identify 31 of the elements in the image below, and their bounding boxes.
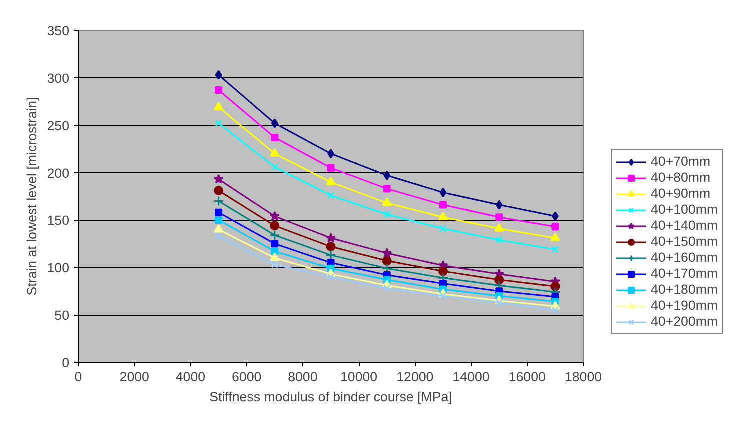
x-tick-label: 12000 [396, 370, 434, 384]
legend-label: 40+100mm [651, 202, 718, 217]
y-axis-title: Strain at lowest level [microstrain] [24, 97, 40, 296]
x-tick-label: 8000 [288, 370, 318, 384]
x-tick-label: 4000 [176, 370, 206, 384]
y-tick-label: 50 [54, 308, 70, 324]
legend-label: 40+140mm [651, 218, 718, 233]
x-tick-label: 14000 [452, 370, 490, 384]
legend-label: 40+70mm [651, 154, 711, 169]
legend-label: 40+200mm [651, 314, 718, 329]
y-tick-label: 150 [47, 213, 70, 228]
y-tick-label: 200 [47, 166, 70, 181]
y-tick-label: 350 [47, 24, 70, 38]
x-tick-label: 18000 [564, 370, 602, 384]
legend-label: 40+80mm [651, 170, 711, 185]
legend-label: 40+90mm [651, 186, 711, 201]
y-tick-label: 0 [62, 356, 70, 370]
legend-label: 40+190mm [651, 298, 718, 313]
x-axis-title: Stiffness modulus of binder course [MPa] [210, 390, 452, 404]
y-tick-label: 300 [47, 70, 70, 86]
x-tick-label: 6000 [232, 370, 262, 384]
legend-label: 40+150mm [651, 234, 718, 249]
x-tick-label: 0 [74, 370, 82, 384]
x-tick-label: 2000 [120, 370, 150, 384]
x-tick-label: 16000 [508, 370, 546, 384]
legend-label: 40+170mm [651, 266, 718, 281]
y-tick-label: 250 [47, 118, 70, 134]
y-tick-label: 100 [47, 260, 70, 276]
legend-label: 40+160mm [651, 250, 718, 265]
x-tick-label: 10000 [340, 370, 378, 384]
legend-label: 40+180mm [651, 282, 718, 297]
